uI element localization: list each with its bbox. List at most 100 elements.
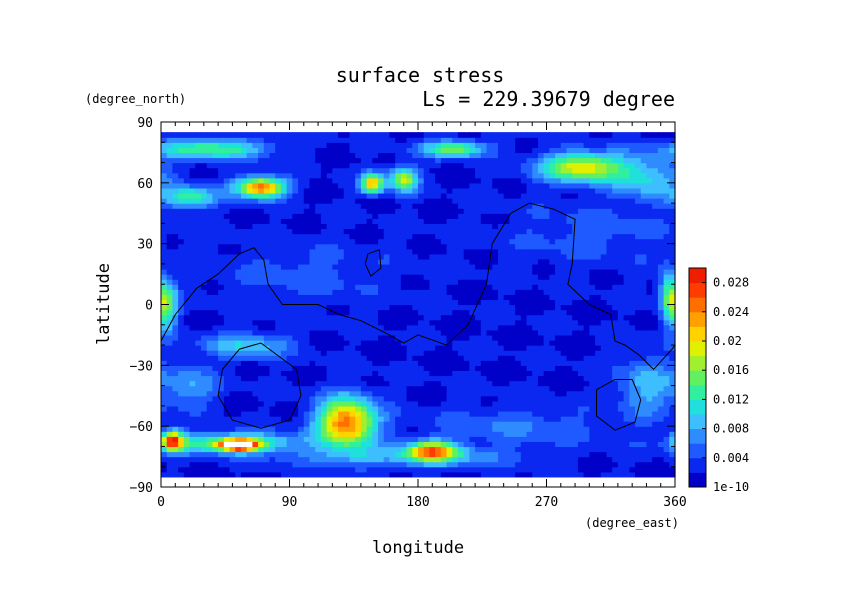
heatmap-cell [429, 395, 436, 402]
heatmap-cell [246, 324, 253, 331]
heatmap-cell [355, 360, 362, 366]
heatmap-cell [560, 304, 568, 311]
heatmap-cell [383, 233, 391, 240]
heatmap-cell [343, 289, 351, 295]
heatmap-cell [532, 243, 539, 250]
heatmap-cell [366, 223, 373, 230]
heatmap-cell [372, 436, 379, 442]
heatmap-cell [400, 350, 408, 356]
heatmap-cell [269, 395, 276, 402]
heatmap-cell [252, 461, 259, 468]
heatmap-cell [252, 365, 259, 371]
heatmap-cell [566, 385, 573, 392]
heatmap-cell [166, 243, 174, 250]
heatmap-cell [652, 416, 659, 422]
heatmap-cell [640, 314, 648, 321]
heatmap-cell [338, 299, 345, 306]
heatmap-cell [315, 213, 322, 219]
heatmap-cell [486, 370, 493, 377]
heatmap-cell [583, 466, 590, 473]
heatmap-cell [480, 203, 488, 209]
heatmap-cell [543, 314, 550, 321]
heatmap-cell [429, 345, 436, 351]
heatmap-cell [480, 274, 488, 280]
heatmap-cell [263, 365, 271, 371]
heatmap-cell [577, 208, 585, 214]
heatmap-cell [537, 213, 545, 219]
heatmap-cell [469, 284, 476, 290]
heatmap-cell [240, 253, 248, 260]
heatmap-cell [595, 213, 602, 219]
heatmap-cell [206, 319, 213, 326]
heatmap-cell [457, 441, 465, 448]
heatmap-cell [629, 365, 636, 371]
heatmap-cell [223, 253, 231, 260]
heatmap-cell [657, 400, 665, 407]
heatmap-cell [555, 279, 562, 285]
heatmap-cell [560, 370, 568, 377]
heatmap-cell [657, 466, 665, 473]
heatmap-cell [161, 304, 168, 311]
heatmap-cell [520, 263, 528, 270]
heatmap-cell [263, 395, 271, 402]
heatmap-cell [389, 279, 396, 285]
heatmap-cell [555, 441, 562, 448]
heatmap-cell [309, 416, 316, 422]
heatmap-cell [360, 370, 368, 377]
heatmap-cell [406, 198, 413, 204]
heatmap-cell [206, 289, 213, 295]
heatmap-cell [480, 426, 488, 432]
heatmap-cell [577, 324, 585, 331]
heatmap-cell [629, 243, 636, 250]
heatmap-cell [520, 304, 528, 311]
heatmap-cell [383, 471, 391, 478]
heatmap-cell [497, 380, 505, 387]
heatmap-cell [326, 446, 333, 453]
heatmap-cell [623, 410, 630, 417]
heatmap-cell [520, 370, 528, 377]
heatmap-cell [532, 314, 539, 321]
heatmap-cell [612, 289, 619, 295]
heatmap-cell [240, 395, 248, 402]
heatmap-cell [178, 405, 185, 412]
heatmap-cell [218, 365, 225, 371]
heatmap-cell [275, 299, 282, 306]
heatmap-cell [372, 350, 379, 356]
heatmap-cell [275, 375, 282, 382]
heatmap-cell [635, 314, 642, 321]
heatmap-cell [161, 269, 168, 275]
heatmap-cell [469, 269, 476, 275]
heatmap-cell [315, 339, 322, 346]
heatmap-cell [497, 334, 505, 341]
heatmap-cell [463, 233, 470, 240]
heatmap-cell [572, 421, 579, 427]
heatmap-cell [343, 213, 351, 219]
heatmap-cell [332, 198, 339, 204]
heatmap-cell [178, 223, 185, 230]
heatmap-cell [423, 365, 431, 371]
heatmap-cell [595, 294, 602, 301]
heatmap-cell [286, 360, 293, 366]
heatmap-cell [509, 223, 516, 230]
heatmap-cell [418, 395, 425, 402]
heatmap-cell [292, 350, 299, 356]
heatmap-cell [543, 350, 550, 356]
heatmap-cell [635, 426, 642, 432]
heatmap-cell [446, 350, 453, 356]
heatmap-cell [246, 243, 253, 250]
heatmap-cell [378, 390, 385, 397]
heatmap-cell [612, 269, 619, 275]
heatmap-cell [640, 198, 648, 204]
heatmap-cell [463, 436, 470, 442]
heatmap-cell [320, 339, 328, 346]
heatmap-cell [600, 466, 608, 473]
heatmap-cell [509, 456, 516, 463]
heatmap-cell [258, 329, 265, 336]
heatmap-cell [600, 314, 608, 321]
heatmap-cell [309, 451, 316, 458]
heatmap-cell [606, 410, 613, 417]
heatmap-cell [497, 339, 505, 346]
heatmap-cell [457, 284, 465, 290]
heatmap-cell [560, 269, 568, 275]
heatmap-cell [172, 324, 179, 331]
